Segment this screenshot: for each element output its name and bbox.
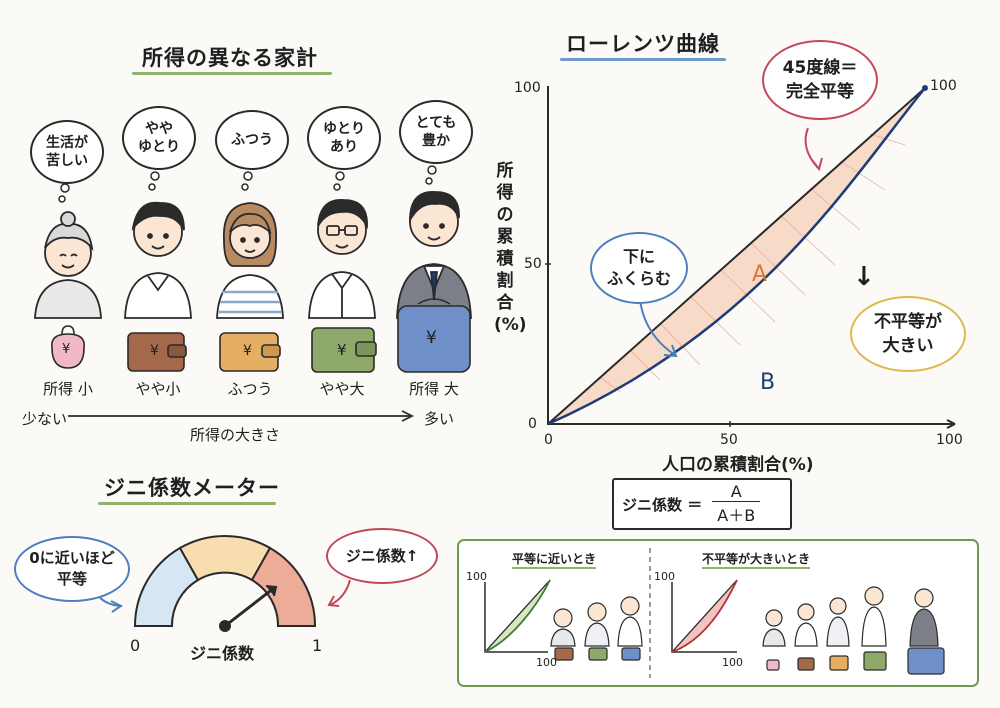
y-tick-0: 0 [528,416,537,432]
mini-equal-xmax: 100 [536,656,557,669]
x-axis-label: 人口の累積割合(%) [662,455,814,475]
wallet-yellow [219,332,281,372]
thought-trails [58,165,437,203]
mini-people-unequal [762,586,945,675]
gini-formula-box: ジニ係数 ＝ A A＋B [612,478,792,530]
thought-bubble-4: ゆとり あり [307,106,381,170]
bulge-bubble: 下に ふくらむ [590,232,688,304]
income-label-2: やや小 [135,380,181,398]
income-label-5: 所得 大 [409,380,459,398]
thought-bubble-3: ふつう [215,110,289,170]
lorenz-title: ローレンツ曲線 [566,32,720,56]
mini-unequal-ymax: 100 [654,570,675,583]
x-tick-0: 0 [544,432,553,448]
lorenz-title-underline [560,58,726,61]
mini-chart-unequal [671,579,738,653]
end-point [922,85,928,91]
mini-chart-equal [484,579,551,653]
bulge-arrow [639,299,676,356]
gini-meter-title: ジニ係数メーター [104,476,280,500]
formula-denominator: A＋B [717,506,756,525]
equal-title: 平等に近いとき [512,550,597,569]
mini-people-equal [550,596,643,661]
gauge-segment-high [250,546,317,627]
income-label-3: ふつう [227,380,273,398]
gauge-needle [224,586,275,628]
formula-label: ジニ係数 ＝ [622,495,703,514]
households-title: 所得の異なる家計 [142,46,318,70]
yen-symbol-2: ¥ [150,343,159,359]
lorenz-curve [547,87,926,426]
yen-symbol-5: ¥ [426,328,437,348]
person-striped-woman [216,202,284,319]
yen-symbol-4: ¥ [337,341,347,359]
low-gini-bubble: 0に近いほど 平等 [14,536,130,602]
end-point-label: 100 [930,78,957,94]
income-label-1: 所得 小 [43,380,93,398]
unequal-title: 不平等が大きいとき [702,550,811,569]
income-axis-title: 所得の大きさ [190,426,281,444]
gauge-max-label: 1 [312,636,323,655]
income-axis-low: 少ない [22,410,68,428]
gauge-center-label: ジニ係数 [190,644,255,663]
yen-symbol-3: ¥ [243,343,252,359]
equality-bubble: 45度線＝ 完全平等 [762,40,878,120]
gauge-min-label: 0 [130,636,141,655]
formula-numerator: A [730,482,742,501]
area-a-hatch [599,133,906,393]
lorenz-chart [545,85,956,429]
mini-unequal-xmax: 100 [722,656,743,669]
inequality-bubble: 不平等が 大きい [850,296,966,372]
yen-symbol-1: ¥ [62,342,71,357]
wallet-brown [127,332,187,372]
inequality-arrow: ↓ [853,262,875,292]
mini-equal-ymax: 100 [466,570,487,583]
income-axis-high: 多い [424,410,455,428]
thought-bubble-5: とても 豊か [399,100,473,164]
high-gini-bubble: ジニ係数↑ [326,528,438,584]
person-grandmother [34,211,102,319]
wallet-green [311,327,377,373]
thought-bubble-2: やや ゆとり [122,106,196,170]
gini-meter-gauge [133,534,317,632]
y-tick-50: 50 [524,256,542,272]
gini-meter-title-underline [98,502,276,505]
y-axis-label: 所得の累積割合(%) [494,161,527,335]
area-a-label: A [752,262,768,287]
formula-fraction: A A＋B [712,482,761,526]
x-tick-100: 100 [936,432,963,448]
equality-line [547,87,926,425]
wallet-coin-purse [51,325,85,369]
equality-arrow [804,127,819,169]
households-title-underline [132,72,332,75]
gauge-pivot [219,620,231,632]
thought-bubble-1: 生活が 苦しい [30,120,104,184]
wallet-blue-large [397,298,471,373]
high-arrow [329,579,351,606]
person-hoodie [124,201,192,319]
person-suit-man [396,191,472,319]
x-tick-50: 50 [720,432,738,448]
income-label-4: やや大 [319,380,365,398]
y-tick-100: 100 [514,80,541,96]
person-glasses-man [308,199,376,319]
formula-bar [712,501,761,502]
area-b-label: B [760,370,776,395]
